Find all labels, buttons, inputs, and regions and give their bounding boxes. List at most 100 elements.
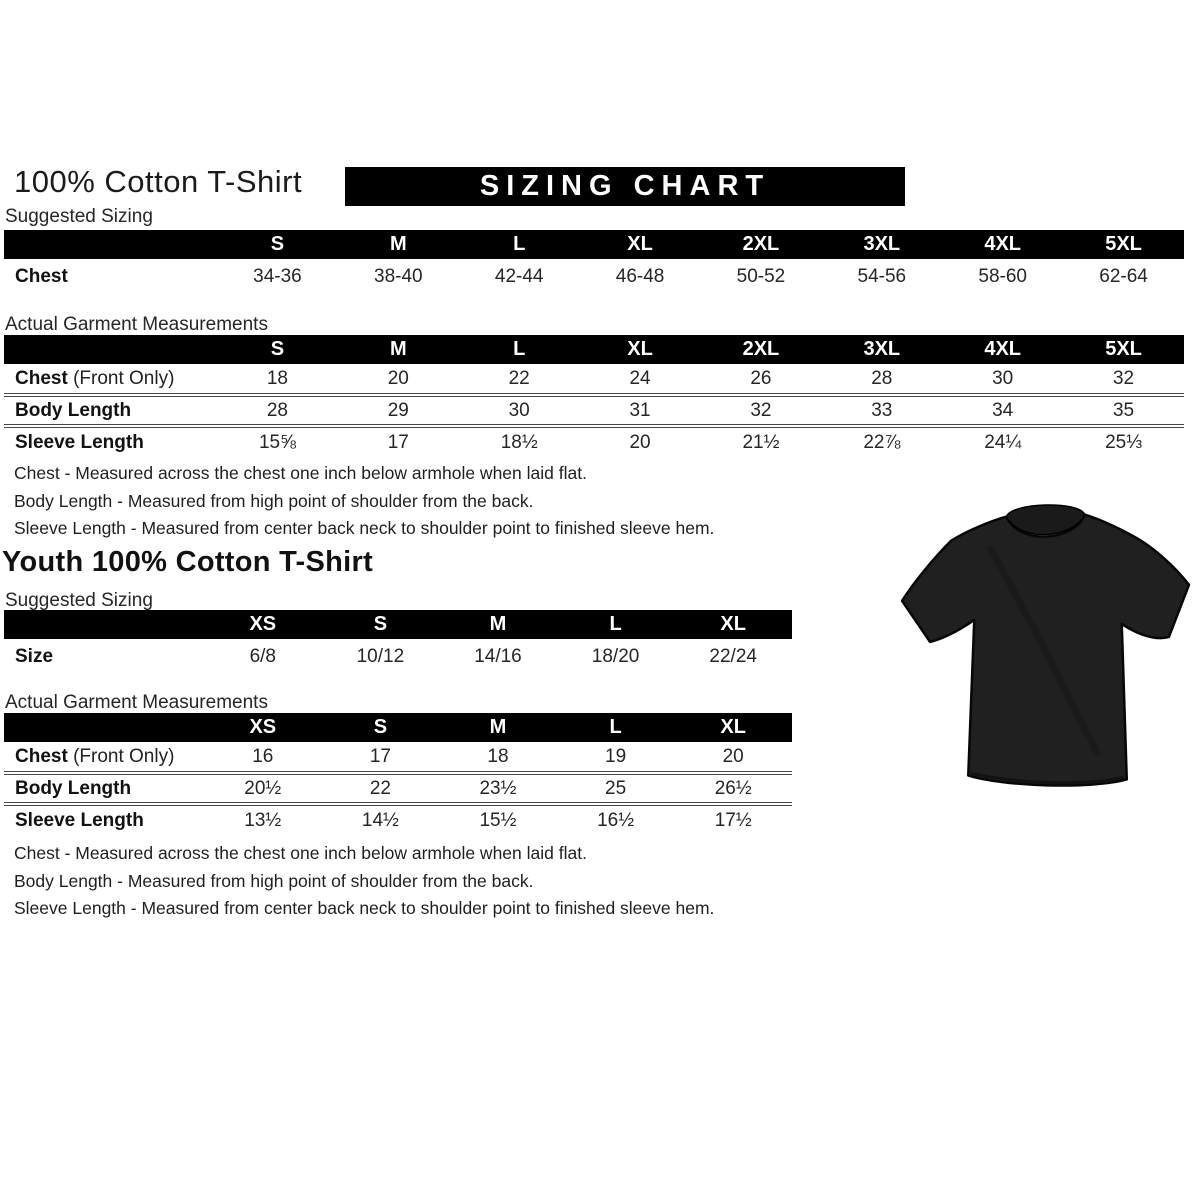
- column-header: S: [321, 713, 440, 742]
- cell: 25⅓: [1063, 424, 1184, 457]
- cell: 34: [942, 393, 1064, 426]
- row-label: Size: [15, 646, 54, 667]
- adult-suggested-sizing-label: Suggested Sizing: [5, 206, 153, 227]
- tshirt-fold-shading: [986, 544, 1102, 757]
- table-row-size: Size 6/8 10/12 14/16 18/20 22/24: [4, 639, 792, 670]
- row-label: Chest: [15, 266, 68, 287]
- cell: 18/20: [591, 646, 640, 667]
- cell: 16: [252, 745, 274, 767]
- row-label: Body Length: [4, 393, 217, 426]
- cell: 34-36: [253, 266, 302, 287]
- column-header: XL: [674, 610, 792, 639]
- cell: 31: [579, 393, 701, 426]
- table-header-row: XS S M L XL: [4, 610, 792, 639]
- row-label: Sleeve Length: [4, 802, 204, 835]
- cell: 32: [1112, 367, 1135, 389]
- cell: 50-52: [736, 266, 786, 287]
- youth-measurements-table: XS S M L XL Chest (Front Only) 16 17 18 …: [4, 713, 792, 835]
- column-header: 2XL: [700, 230, 822, 259]
- table-header-row: XS S M L XL: [4, 713, 792, 742]
- table-row-chest: Chest (Front Only) 18 20 22 24 26 28 30 …: [4, 364, 1184, 395]
- cell: 20: [722, 745, 744, 767]
- header-spacer: [4, 335, 217, 364]
- cell: 35: [1063, 393, 1184, 426]
- cell: 32: [700, 393, 822, 426]
- youth-suggested-table: XS S M L XL Size 6/8 10/12 14/16 18/20 2…: [4, 610, 792, 670]
- cell: 46-48: [615, 266, 665, 287]
- column-header: S: [217, 335, 338, 364]
- youth-measurement-notes: Chest - Measured across the chest one in…: [14, 840, 714, 923]
- youth-section-title: Youth 100% Cotton T-Shirt: [2, 546, 374, 578]
- column-header: M: [337, 230, 459, 259]
- table-header-row: S M L XL 2XL 3XL 4XL 5XL: [4, 230, 1184, 259]
- cell: 19: [605, 745, 627, 767]
- cell: 17: [337, 424, 459, 457]
- column-header: M: [439, 713, 557, 742]
- column-header: 2XL: [700, 335, 822, 364]
- cell: 23½: [439, 771, 557, 804]
- column-header: L: [556, 610, 675, 639]
- table-row-chest: Chest (Front Only) 16 17 18 19 20: [4, 742, 792, 773]
- cell: 14/16: [474, 646, 522, 667]
- column-header: M: [337, 335, 459, 364]
- cell: 10/12: [356, 646, 405, 667]
- cell: 26: [750, 367, 772, 389]
- tshirt-hem-shadow: [970, 771, 1125, 785]
- table-row-body-length: Body Length 20½ 22 23½ 25 26½: [4, 771, 792, 804]
- column-header: XL: [674, 713, 792, 742]
- cell: 17: [369, 745, 391, 767]
- row-label: Chest (Front Only): [15, 745, 175, 767]
- cell: 17½: [674, 802, 792, 835]
- cell: 28: [871, 367, 893, 389]
- column-header: 4XL: [942, 335, 1064, 364]
- table-row-body-length: Body Length 28 29 30 31 32 33 34 35: [4, 393, 1184, 426]
- table-row-sleeve-length: Sleeve Length 13½ 14½ 15½ 16½ 17½: [4, 802, 792, 835]
- youth-suggested-sizing-label: Suggested Sizing: [5, 590, 153, 611]
- cell: 20½: [204, 771, 322, 804]
- cell: 20: [387, 367, 409, 389]
- cell: 15⅝: [217, 424, 338, 457]
- cell: 62-64: [1099, 266, 1148, 287]
- row-label: Sleeve Length: [4, 424, 217, 457]
- column-header: L: [458, 230, 580, 259]
- cell: 24: [629, 367, 651, 389]
- cell: 30: [992, 367, 1014, 389]
- cell: 33: [821, 393, 943, 426]
- cell: 22⅞: [821, 424, 943, 457]
- column-header: 5XL: [1063, 335, 1184, 364]
- table-row-sleeve-length: Sleeve Length 15⅝ 17 18½ 20 21½ 22⅞ 24¼ …: [4, 424, 1184, 457]
- cell: 58-60: [978, 266, 1027, 287]
- tshirt-collar: [1005, 504, 1086, 536]
- cell: 24¼: [942, 424, 1064, 457]
- row-label: Body Length: [4, 771, 204, 804]
- cell: 13½: [204, 802, 322, 835]
- sizing-chart-banner: SIZING CHART: [345, 167, 905, 206]
- table-header-row: S M L XL 2XL 3XL 4XL 5XL: [4, 335, 1184, 364]
- cell: 6/8: [249, 646, 276, 667]
- cell: 26½: [674, 771, 792, 804]
- column-header: L: [556, 713, 675, 742]
- column-header: 3XL: [821, 230, 943, 259]
- black-tshirt-image: [900, 504, 1191, 787]
- cell: 54-56: [857, 266, 907, 287]
- header-spacer: [4, 230, 217, 259]
- row-label: Chest (Front Only): [15, 367, 175, 389]
- adult-suggested-table: S M L XL 2XL 3XL 4XL 5XL Chest 34-36 38-…: [4, 230, 1184, 290]
- cell: 18: [266, 367, 288, 389]
- cell: 14½: [321, 802, 440, 835]
- cell: 15½: [439, 802, 557, 835]
- column-header: XS: [204, 713, 322, 742]
- column-header: M: [439, 610, 557, 639]
- column-header: XL: [579, 335, 701, 364]
- cell: 25: [556, 771, 675, 804]
- column-header: XL: [579, 230, 701, 259]
- adult-measurement-notes: Chest - Measured across the chest one in…: [14, 460, 714, 543]
- note-body-length: Body Length - Measured from high point o…: [14, 490, 534, 511]
- adult-measurements-table: S M L XL 2XL 3XL 4XL 5XL Chest (Front On…: [4, 335, 1184, 457]
- cell: 18: [487, 745, 509, 767]
- column-header: S: [217, 230, 338, 259]
- column-header: 5XL: [1063, 230, 1184, 259]
- cell: 30: [458, 393, 580, 426]
- header-spacer: [4, 610, 204, 639]
